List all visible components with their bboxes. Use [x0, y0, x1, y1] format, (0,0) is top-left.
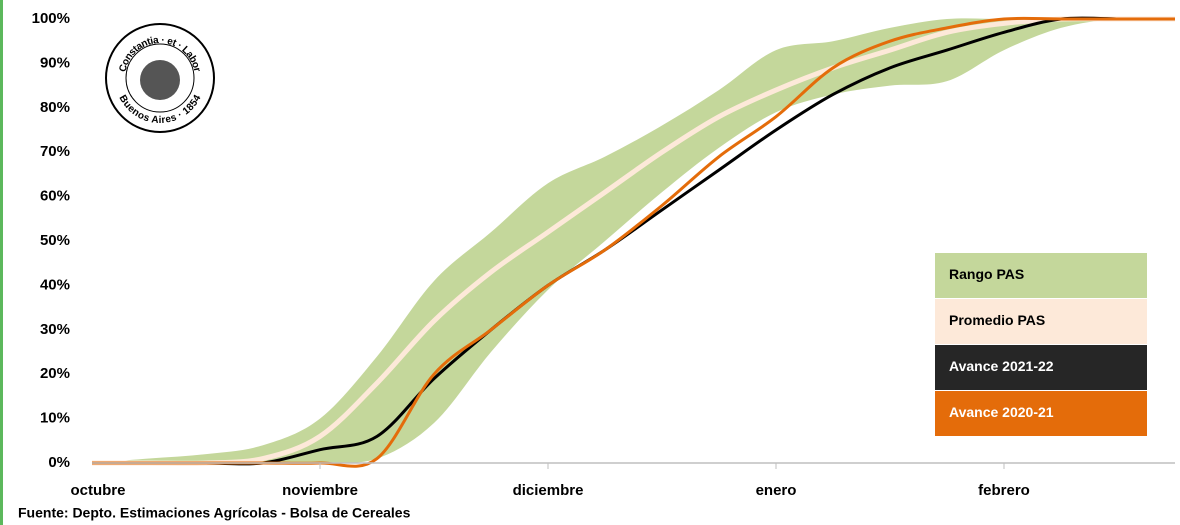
x-tick-label: noviembre — [282, 482, 358, 499]
logo-ring-inner — [125, 43, 195, 113]
y-tick-label: 20% — [40, 365, 70, 382]
y-tick-label: 50% — [40, 232, 70, 249]
source: Fuente: Depto. Estimaciones Agrícolas - … — [18, 505, 411, 521]
y-tick-label: 60% — [40, 188, 70, 205]
legend-label: Avance 2020-21 — [949, 404, 1054, 420]
legend-swatch — [935, 253, 1147, 298]
legend-swatch — [935, 299, 1147, 344]
x-tick-label: febrero — [978, 482, 1030, 499]
y-tick-label: 10% — [40, 410, 70, 427]
left-border — [0, 0, 3, 525]
y-tick-label: 80% — [40, 99, 70, 116]
logo-emblem — [140, 60, 180, 100]
x-tick-label: octubre — [70, 482, 125, 499]
legend-label: Avance 2021-22 — [949, 358, 1054, 374]
x-tick-label: enero — [756, 482, 797, 499]
y-tick-label: 70% — [40, 143, 70, 160]
y-tick-label: 100% — [32, 10, 70, 27]
series-line — [92, 16, 1175, 466]
y-tick-label: 40% — [40, 276, 70, 293]
y-tick-label: 90% — [40, 54, 70, 71]
y-tick-label: 30% — [40, 321, 70, 338]
y-tick-label: 0% — [48, 454, 70, 471]
legend-label: Promedio PAS — [949, 312, 1045, 328]
legend-swatch — [935, 345, 1147, 390]
legend-swatch — [935, 391, 1147, 436]
legend-label: Rango PAS — [949, 266, 1024, 282]
x-tick-label: diciembre — [513, 482, 584, 499]
